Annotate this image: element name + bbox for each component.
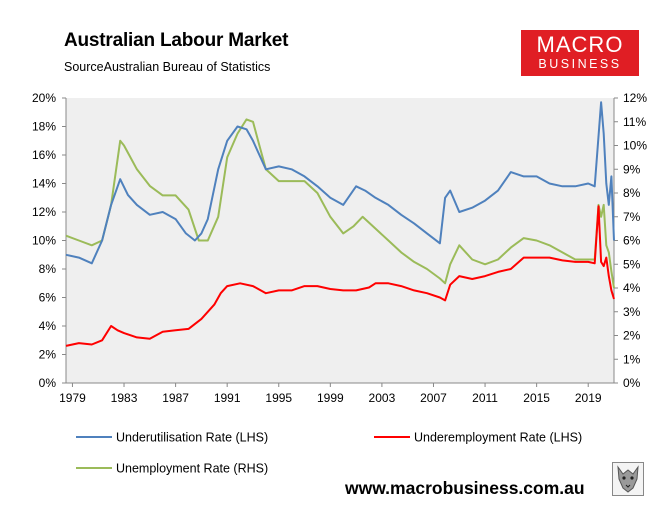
wolf-icon bbox=[612, 462, 644, 496]
right-axis-tick-label: 8% bbox=[623, 186, 641, 200]
x-axis-tick-label: 1983 bbox=[111, 391, 138, 405]
left-axis-tick-label: 10% bbox=[32, 234, 56, 248]
left-axis-tick-label: 0% bbox=[39, 376, 57, 390]
series-line-underemployment-rate-lhs bbox=[65, 205, 615, 347]
left-axis-tick-label: 12% bbox=[32, 205, 56, 219]
right-axis-tick-label: 9% bbox=[623, 162, 641, 176]
x-axis-tick-label: 1999 bbox=[317, 391, 344, 405]
legend-label: Underemployment Rate (LHS) bbox=[414, 431, 582, 445]
x-axis-tick-label: 2003 bbox=[369, 391, 396, 405]
x-axis-tick-label: 1979 bbox=[59, 391, 86, 405]
chart-source: SourceAustralian Bureau of Statistics bbox=[64, 60, 271, 74]
footer-url[interactable]: www.macrobusiness.com.au bbox=[345, 478, 585, 498]
right-axis-tick-label: 3% bbox=[623, 305, 641, 319]
x-axis-tick-label: 1991 bbox=[214, 391, 241, 405]
right-axis-tick-label: 1% bbox=[623, 352, 641, 366]
chart-title: Australian Labour Market bbox=[64, 30, 289, 51]
right-axis-tick-label: 11% bbox=[623, 115, 646, 129]
right-axis-tick-label: 12% bbox=[623, 91, 647, 105]
series-line-underutilisation-rate-lhs bbox=[65, 101, 615, 265]
right-axis-tick-label: 10% bbox=[623, 139, 647, 153]
logo-line-1: MACRO bbox=[536, 32, 624, 57]
left-axis-tick-label: 2% bbox=[39, 348, 57, 362]
x-axis-tick-label: 1987 bbox=[162, 391, 189, 405]
left-axis-tick-label: 16% bbox=[32, 148, 56, 162]
macrobusiness-logo: MACRO BUSINESS bbox=[521, 30, 639, 76]
left-axis-tick-label: 6% bbox=[39, 291, 57, 305]
right-axis-tick-label: 6% bbox=[623, 234, 641, 248]
left-axis-tick-label: 20% bbox=[32, 91, 56, 105]
x-axis-tick-label: 2011 bbox=[472, 391, 498, 405]
left-axis-tick-label: 14% bbox=[32, 177, 56, 191]
left-axis-tick-label: 4% bbox=[39, 319, 57, 333]
right-axis-tick-label: 0% bbox=[623, 376, 641, 390]
logo-line-2: BUSINESS bbox=[538, 57, 622, 71]
x-axis-tick-label: 2007 bbox=[420, 391, 447, 405]
x-axis-tick-label: 1995 bbox=[265, 391, 292, 405]
left-axis-tick-label: 8% bbox=[39, 262, 57, 276]
series-line-unemployment-rate-rhs bbox=[65, 118, 615, 289]
right-axis-tick-label: 2% bbox=[623, 329, 641, 343]
x-axis-tick-label: 2015 bbox=[523, 391, 550, 405]
right-axis-tick-label: 7% bbox=[623, 210, 641, 224]
legend-label: Underutilisation Rate (LHS) bbox=[116, 431, 268, 445]
right-axis-tick-label: 5% bbox=[623, 257, 641, 271]
left-axis-tick-label: 18% bbox=[32, 120, 56, 134]
right-axis-tick-label: 4% bbox=[623, 281, 641, 295]
x-axis-tick-label: 2019 bbox=[575, 391, 602, 405]
legend-label: Unemployment Rate (RHS) bbox=[116, 462, 268, 476]
